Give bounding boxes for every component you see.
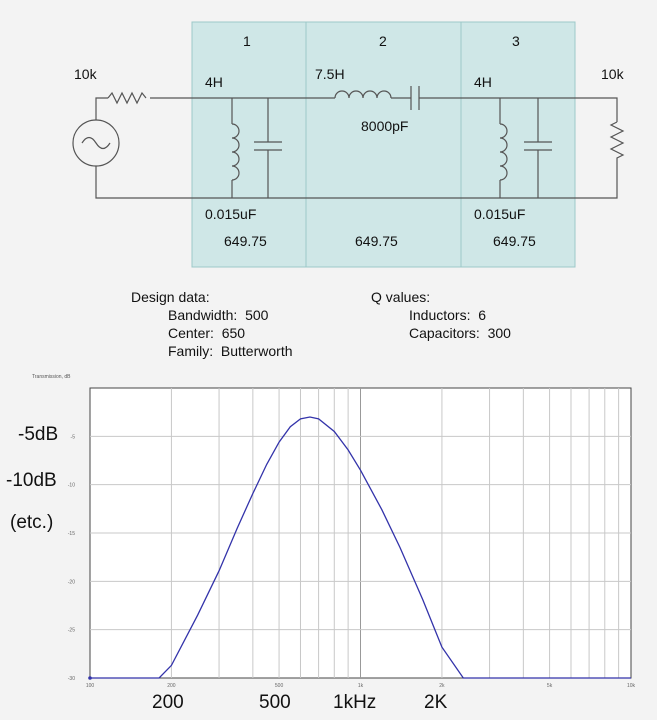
section-1-panel: [191, 21, 307, 268]
q-row-capacitors: Capacitors: 300: [409, 325, 511, 341]
design-row-bandwidth: Bandwidth: 500: [168, 307, 269, 323]
x-tick-label: 2k: [439, 683, 445, 689]
y-tick-label: -15: [68, 531, 75, 537]
x-tick-label: 100: [86, 683, 95, 689]
shunt-inductor-1-symbol: [231, 123, 240, 181]
x-tick-label: 5k: [547, 683, 553, 689]
overlay-y-label-5db: -5dB: [18, 424, 59, 445]
section-2-frequency: 649.75: [355, 233, 398, 249]
q-values-heading: Q values:: [371, 289, 431, 305]
section-1-label: 1: [243, 33, 251, 49]
circuit-diagram: [72, 21, 625, 268]
q-row-inductors: Inductors: 6: [409, 307, 487, 323]
inductor-1-label: 4H: [205, 74, 223, 90]
transmission-chart: -5 -10 -15 -20 -25 -30 100 200 500 1k 2k 5k 10k Trans…: [32, 374, 636, 689]
series-inductor-symbol: [334, 90, 392, 99]
section-3-panel: [460, 21, 576, 268]
top-wire: [95, 97, 108, 120]
design-data-block: Design data: Bandwidth: 500 Center: 650 …: [131, 288, 293, 360]
x-tick-label: 10k: [627, 683, 636, 689]
curve-start-marker: [88, 676, 92, 680]
overlay-x-label-500: 500: [259, 692, 291, 713]
load-resistor-label: 10k: [601, 66, 624, 82]
section-3-frequency: 649.75: [493, 233, 536, 249]
y-tick-label: -5: [71, 434, 76, 440]
shunt-inductor-3-symbol: [499, 123, 508, 181]
overlay-x-label-2k: 2K: [424, 692, 448, 713]
shunt-capacitor-1-symbol: [254, 98, 282, 198]
transmission-curve: [90, 416, 631, 679]
q-values-block: Q values: Inductors: 6 Capacitors: 300: [371, 288, 511, 342]
y-tick-label: -10: [68, 483, 75, 489]
inductor-2-label: 7.5H: [315, 66, 345, 82]
overlay-y-label-10db: -10dB: [6, 470, 57, 491]
y-tick-label: -25: [68, 628, 75, 634]
source-resistor-label: 10k: [74, 66, 97, 82]
capacitor-2-label: 8000pF: [361, 118, 409, 134]
ac-source-symbol: [72, 119, 120, 167]
load-resistor-symbol: [609, 121, 625, 166]
capacitor-1-label: 0.015uF: [205, 206, 257, 222]
overlay-x-label-1khz: 1kHz: [333, 692, 377, 713]
x-tick-label: 500: [275, 683, 284, 689]
capacitor-3-label: 0.015uF: [474, 206, 526, 222]
section-2-label: 2: [379, 33, 387, 49]
source-resistor-symbol: [107, 91, 147, 105]
y-tick-label: -30: [68, 676, 75, 682]
design-row-family: Family: Butterworth: [168, 343, 293, 359]
design-row-center: Center: 650: [168, 325, 246, 341]
inductor-3-label: 4H: [474, 74, 492, 90]
section-3-label: 3: [512, 33, 520, 49]
y-tick-label: -20: [68, 579, 75, 585]
x-tick-label: 1k: [358, 683, 364, 689]
design-data-heading: Design data:: [131, 289, 210, 305]
bottom-wire: [95, 166, 618, 199]
overlay-y-label-etc: (etc.): [10, 512, 54, 533]
section-1-frequency: 649.75: [224, 233, 267, 249]
section-2-panel: [305, 21, 462, 268]
overlay-x-label-200: 200: [152, 692, 184, 713]
shunt-capacitor-3-symbol: [524, 98, 552, 198]
chart-title: Transmission, dB: [32, 374, 71, 380]
x-tick-label: 200: [167, 683, 176, 689]
